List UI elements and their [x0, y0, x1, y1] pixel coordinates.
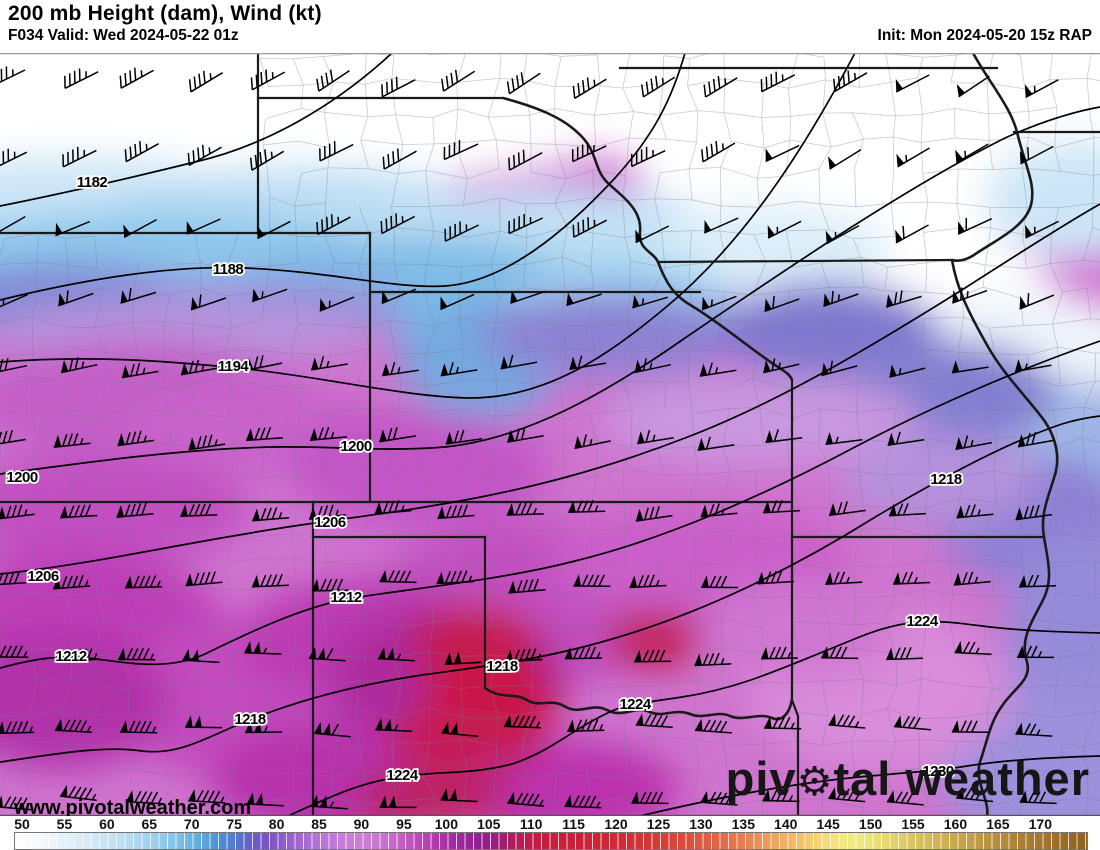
logo-text-left: piv: [725, 752, 797, 805]
gear-icon: ⚙: [796, 760, 834, 804]
contour-label: 1206: [27, 568, 59, 585]
colorbar-tick: 60: [99, 816, 115, 832]
contour-label: 1194: [218, 358, 250, 375]
logo-text-right: tal weather: [833, 752, 1090, 805]
contour-label: 1206: [314, 514, 346, 531]
colorbar-tick: 65: [141, 816, 158, 832]
colorbar-tick: 150: [858, 816, 883, 832]
colorbar-tick: 80: [268, 816, 285, 832]
contour-label: 1218: [234, 711, 266, 728]
init-time-label: Init: Mon 2024-05-20 15z RAP: [877, 27, 1092, 44]
colorbar-tick: 135: [731, 816, 755, 832]
watermark-text: www.pivotalweather.com: [14, 797, 252, 819]
colorbar-tick: 55: [56, 816, 73, 832]
weather-map-svg: 1182 1188 1194 1200 1200 1206 1206 1212 1212 1218…: [0, 53, 1100, 816]
colorbar-tick: 140: [774, 816, 798, 832]
contour-label: 1188: [213, 261, 244, 278]
contour-label: 1212: [330, 589, 362, 606]
chart-subheader: F034 Valid: Wed 2024-05-22 01z Init: Mon…: [0, 26, 1100, 45]
contour-label: 1200: [6, 469, 38, 486]
colorbar-tick: 125: [646, 816, 671, 832]
colorbar-tick: 70: [183, 816, 200, 832]
colorbar-tick: 105: [477, 816, 501, 832]
contour-label: 1218: [486, 658, 518, 675]
contour-label: 1224: [619, 696, 652, 713]
colorbar-tick: 160: [943, 816, 968, 832]
chart-header: 200 mb Height (dam), Wind (kt) F034 Vali…: [0, 0, 1100, 53]
contour-label: 1218: [930, 471, 962, 488]
colorbar-legend: 50 55 60 65 70 75 80 85 90 95 100 105 110 115 120 125 13…: [0, 816, 1100, 850]
contour-label: 1200: [340, 438, 372, 455]
valid-time-label: F034 Valid: Wed 2024-05-22 01z: [8, 27, 239, 44]
contour-label: 1230: [922, 763, 954, 780]
contour-label: 1182: [77, 174, 108, 191]
colorbar-tick: 155: [901, 816, 925, 832]
colorbar-tick: 110: [519, 816, 543, 832]
colorbar-gradient: [14, 832, 1088, 850]
colorbar-tick: 75: [226, 816, 242, 832]
colorbar-tick: 145: [816, 816, 840, 832]
contour-label: 1224: [906, 613, 939, 630]
colorbar-tick: 165: [986, 816, 1010, 832]
colorbar-tick: 130: [689, 816, 713, 832]
colorbar-tick: 115: [562, 816, 585, 832]
colorbar-tick: 90: [353, 816, 370, 832]
pivotal-weather-logo: piv⚙tal weather: [726, 755, 1090, 802]
colorbar-tick: 95: [396, 816, 412, 832]
colorbar-tick: 170: [1028, 816, 1052, 832]
colorbar-tick: 100: [434, 816, 458, 832]
map-area: 1182 1188 1194 1200 1200 1206 1206 1212 1212 1218…: [0, 53, 1100, 819]
contour-label: 1212: [55, 648, 87, 665]
chart-title: 200 mb Height (dam), Wind (kt): [8, 2, 322, 25]
colorbar-tick: 120: [604, 816, 628, 832]
colorbar-tick: 50: [14, 816, 30, 832]
contour-label: 1224: [386, 767, 419, 784]
colorbar-tick: 85: [311, 816, 327, 832]
